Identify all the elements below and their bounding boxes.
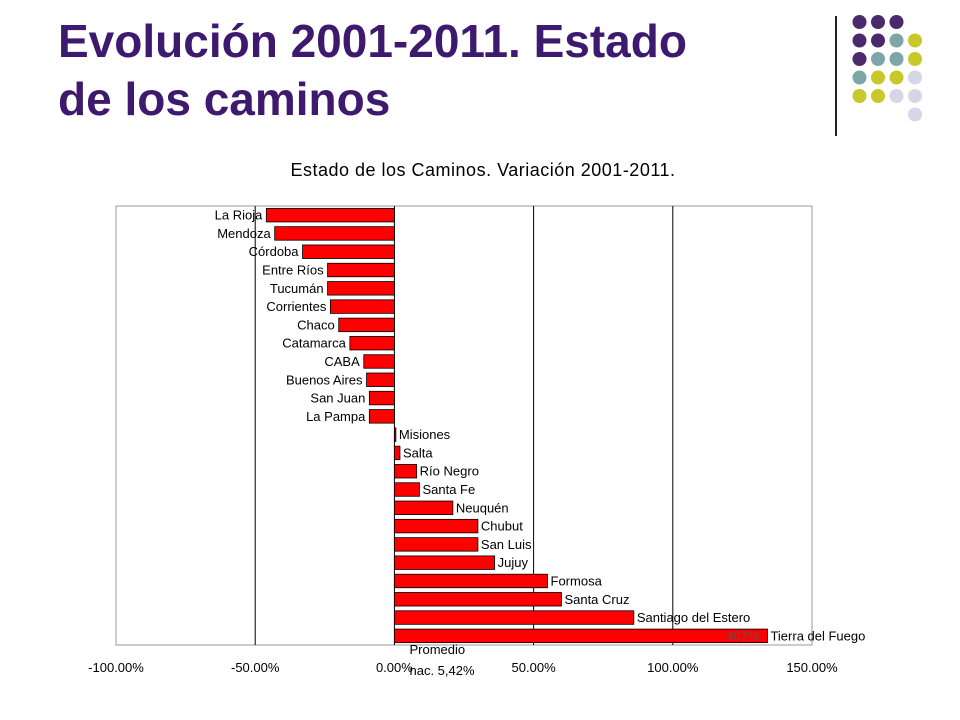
category-label: Río Negro	[420, 464, 479, 479]
bar	[393, 537, 479, 552]
x-tick-label: -100.00%	[88, 660, 144, 675]
bar	[349, 336, 395, 351]
category-label: Córdoba	[249, 244, 300, 259]
category-label: Tierra del Fuego	[770, 628, 865, 643]
category-label: Santiago del Estero	[637, 610, 750, 625]
category-label: San Juan	[310, 391, 365, 406]
x-tick-label: -50.00%	[231, 660, 280, 675]
bar	[366, 372, 395, 387]
bar	[393, 445, 401, 461]
category-label: Salta	[403, 445, 433, 460]
bar	[368, 409, 395, 424]
bar	[393, 464, 418, 479]
x-tick-label: 100.00%	[647, 660, 699, 675]
bar	[393, 555, 496, 570]
bar	[393, 610, 635, 625]
x-tick-label: 50.00%	[512, 660, 557, 675]
category-label: San Luis	[481, 537, 532, 552]
bar	[338, 317, 395, 333]
slide-title-line-2: de los caminos	[58, 73, 391, 125]
category-label: Santa Cruz	[564, 592, 629, 607]
bar	[393, 592, 562, 607]
category-label: Tucumán	[270, 281, 324, 296]
chart-title: Estado de los Caminos. Variación 2001-20…	[290, 160, 675, 180]
bar	[393, 573, 548, 589]
bar	[393, 427, 397, 442]
category-label: CABA	[324, 354, 360, 369]
category-label: Buenos Aires	[286, 372, 363, 387]
category-label: Chaco	[297, 317, 335, 332]
slide-title: Evolución 2001-2011. Estado de los camin…	[58, 12, 798, 128]
bar	[302, 244, 395, 259]
x-tick-label: 0.00%	[376, 660, 413, 675]
category-label: Formosa	[551, 573, 603, 588]
title-divider	[835, 16, 837, 136]
bar	[393, 500, 454, 515]
category-label: Catamarca	[282, 336, 346, 351]
bar	[274, 226, 395, 241]
slide-title-line-1: Evolución 2001-2011. Estado	[58, 15, 687, 67]
bar	[363, 354, 395, 369]
average-annotation-value: nac. 5,42%	[409, 663, 474, 678]
category-label: Chubut	[481, 519, 523, 534]
bar	[329, 299, 395, 314]
bar	[368, 390, 395, 406]
category-label: Mendoza	[217, 226, 271, 241]
category-label: Corrientes	[266, 299, 326, 314]
category-label: Jujuy	[498, 555, 529, 570]
category-label: Santa Fe	[422, 482, 475, 497]
category-label: La Rioja	[215, 208, 263, 223]
category-label: Neuquén	[456, 500, 509, 515]
bar	[393, 482, 420, 497]
average-annotation-label: Promedio	[409, 642, 465, 657]
category-label: Entre Ríos	[262, 263, 324, 278]
bar	[393, 628, 768, 644]
bar	[327, 281, 395, 296]
bar-annotation: 407%	[726, 628, 760, 643]
plot-area	[115, 205, 813, 646]
category-label: La Pampa	[306, 409, 366, 424]
x-tick-label: 150.00%	[786, 660, 838, 675]
bar	[327, 262, 395, 278]
category-label: Misiones	[399, 427, 451, 442]
bar	[265, 207, 395, 223]
bar	[393, 518, 479, 534]
